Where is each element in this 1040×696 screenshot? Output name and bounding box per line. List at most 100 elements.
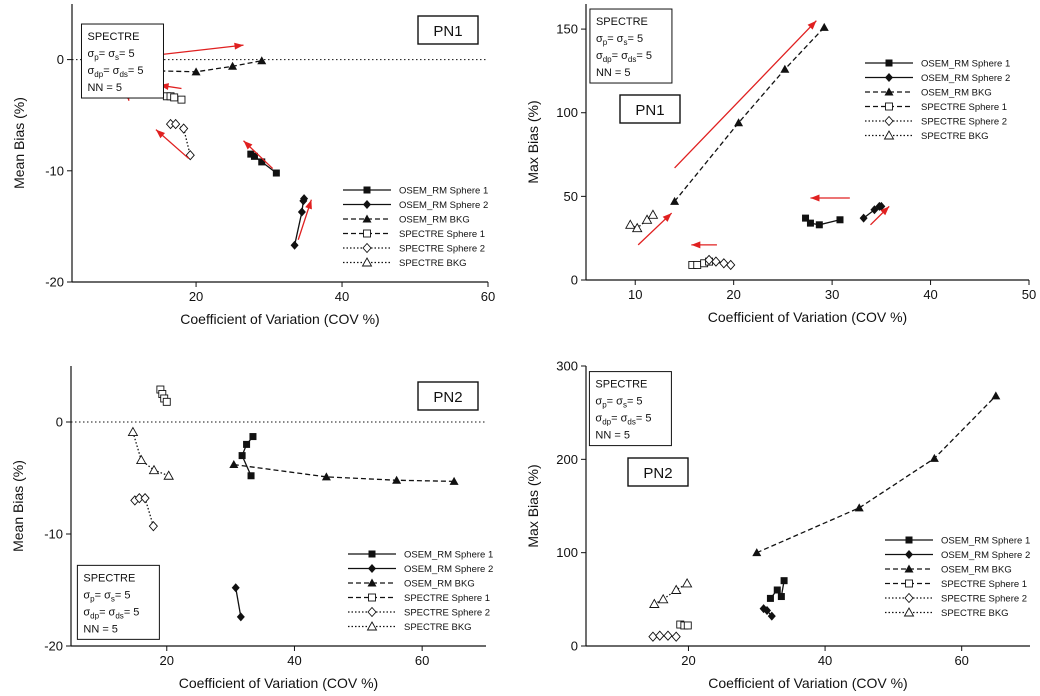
y-tick-label: -10 [44,527,63,542]
legend-marker [367,578,377,587]
series-line [170,123,191,156]
legend-label: SPECTRE Sphere 2 [921,117,1007,128]
data-point [719,258,729,269]
legend: OSEM_RM Sphere 1 OSEM_RM Sphere 2 OSEM_RM … [865,59,1010,142]
trend-arrow-head [807,20,817,30]
series-line [674,26,825,202]
parameter-box-sigma-ps-part: σ [596,33,603,45]
data-point [663,630,673,641]
legend-entry: SPECTRE Sphere 2 [343,242,485,255]
legend-entry: OSEM_RM Sphere 1 [885,536,1030,547]
parameter-box-sigma-ps: σp​= σs​= 5σp= σs= 5 [87,48,134,62]
legend-label: OSEM_RM Sphere 1 [404,550,493,561]
series-line [233,463,455,483]
data-point [704,254,714,266]
y-tick-label: -20 [45,275,64,290]
trend-arrow-shaft [674,20,817,169]
series-osem-rm-sphere-2 [231,583,245,622]
parameter-box-title: SPECTRE [595,379,647,391]
parameter-box-sigma-dpds-part: = σ [611,413,627,425]
data-point [228,61,238,70]
legend-entry: OSEM_RM Sphere 1 [348,550,493,561]
parameter-box-sigma-ps-part: s [115,53,119,62]
legend-label: OSEM_RM Sphere 2 [399,200,488,211]
x-tick-label: 60 [954,653,968,668]
legend-entry: OSEM_RM Sphere 1 [865,59,1010,70]
legend-entry: SPECTRE BKG [343,257,467,269]
y-tick-label: -10 [45,163,64,178]
panel-tag-label: PN1 [635,102,664,119]
parameter-box-frame [76,564,160,640]
data-point [683,621,692,630]
x-tick-label: 20 [160,653,174,668]
legend-label: SPECTRE BKG [921,131,989,142]
trend-arrow-head [691,241,701,249]
parameter-box-frame [80,23,164,99]
series-spectre-sphere-1 [156,385,171,406]
data-point [766,594,774,602]
data-point [655,630,665,641]
legend: OSEM_RM Sphere 1 OSEM_RM Sphere 2 OSEM_RM … [885,536,1030,619]
panel-tag-label: PN2 [433,389,462,406]
legend-label: SPECTRE Sphere 1 [399,229,485,240]
legend-marker [904,564,914,573]
parameter-box-frame [588,371,672,447]
y-tick-label: 100 [556,545,578,560]
chart-panel-bottom-left: 20 40 60 0 -10 -20 Coefficient of Variation (C… [10,366,493,691]
trend-arrow [870,205,890,226]
x-tick-label: 40 [923,287,937,302]
legend-label: OSEM_RM Sphere 2 [404,564,493,575]
y-tick-label: 150 [556,22,578,37]
data-point [179,123,189,134]
data-point [135,454,147,465]
legend: OSEM_RM Sphere 1 OSEM_RM Sphere 2 OSEM_RM … [343,186,488,269]
legend-label: SPECTRE BKG [399,258,467,269]
data-point [711,256,721,267]
data-point [148,520,158,532]
series-osem-rm-sphere-2 [290,194,309,250]
legend-entry: SPECTRE Sphere 2 [885,592,1027,605]
panel-tag-label: PN2 [643,465,672,482]
legend-label: OSEM_RM Sphere 2 [941,550,1030,561]
legend-label: OSEM_RM Sphere 1 [921,59,1010,70]
parameter-box-sigma-ps-part: p [94,53,99,62]
parameter-box-sigma-dpds-part: = 5 [128,65,144,77]
data-point [162,397,171,406]
trend-arrow [297,199,313,240]
trend-arrow-head [155,129,165,139]
legend-label: SPECTRE Sphere 2 [404,608,490,619]
legend-label: OSEM_RM BKG [921,88,992,99]
data-point [854,503,864,512]
parameter-box-nn: NN = 5 [83,623,118,635]
trend-arrow-head [880,206,890,216]
legend-marker [885,102,893,111]
series-osem-rm-bkg [670,22,829,205]
legend-marker [368,564,376,573]
parameter-box-sigma-ps-part: s [623,401,627,410]
trend-arrow-shaft [155,44,244,56]
parameter-box-nn: NN = 5 [595,430,630,442]
parameter-box-sigma-dpds-part: = σ [99,606,115,618]
data-point [249,433,257,441]
legend-label: OSEM_RM BKG [404,579,475,590]
y-tick-label: 0 [56,415,63,430]
data-point [191,67,201,76]
parameter-box-sigma-ps-part: p [602,401,607,410]
trend-arrow [674,20,817,169]
series-spectre-bkg [625,209,659,233]
legend-entry: OSEM_RM Sphere 2 [885,550,1030,561]
data-point [836,216,844,224]
data-point [163,470,174,480]
panel-tag-box [417,15,479,45]
data-point [238,452,246,460]
legend-marker [366,621,378,631]
data-point [670,584,682,594]
legend-marker [363,229,371,238]
parameter-box-sigma-dpds-part: = 5 [636,413,652,425]
data-point [648,631,658,642]
legend-label: OSEM_RM BKG [941,565,1012,576]
legend-marker [368,593,376,602]
